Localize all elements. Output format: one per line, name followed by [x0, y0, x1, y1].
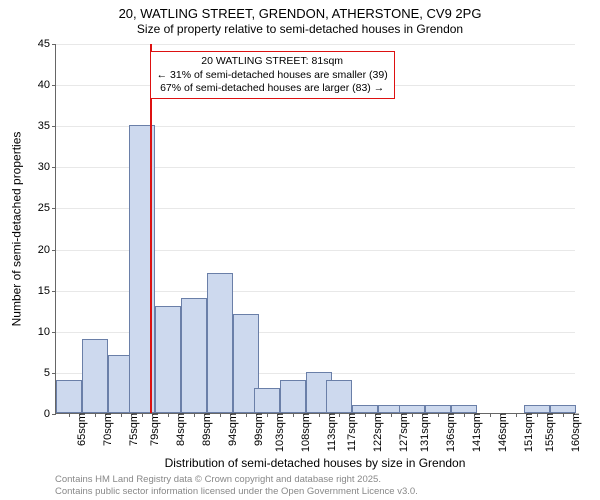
xtick-mark: [464, 413, 465, 417]
histogram-bar: [56, 380, 82, 413]
xtick-mark: [412, 413, 413, 417]
xtick-mark: [121, 413, 122, 417]
histogram-bar: [155, 306, 181, 413]
histogram-bar: [352, 405, 378, 413]
xtick-label: 70sqm: [100, 413, 114, 446]
xtick-label: 117sqm: [344, 413, 358, 451]
ytick-label: 25: [38, 202, 56, 214]
xtick-mark: [563, 413, 564, 417]
ytick-label: 35: [38, 120, 56, 132]
xtick-label: 99sqm: [251, 413, 265, 446]
xtick-label: 131sqm: [417, 413, 431, 452]
histogram-bar: [550, 405, 576, 413]
xtick-mark: [168, 413, 169, 417]
xtick-mark: [319, 413, 320, 417]
xtick-label: 79sqm: [147, 413, 161, 446]
xtick-label: 108sqm: [298, 413, 312, 452]
xtick-mark: [194, 413, 195, 417]
xtick-label: 113sqm: [324, 413, 338, 451]
attribution: Contains HM Land Registry data © Crown c…: [55, 474, 418, 498]
histogram-bar: [425, 405, 451, 413]
gridline: [56, 44, 575, 45]
xtick-mark: [537, 413, 538, 417]
xtick-mark: [246, 413, 247, 417]
xtick-mark: [69, 413, 70, 417]
y-axis-label: Number of semi-detached properties: [8, 44, 24, 414]
xtick-label: 155sqm: [542, 413, 556, 452]
xtick-label: 136sqm: [443, 413, 457, 452]
xtick-label: 146sqm: [495, 413, 509, 452]
xtick-label: 127sqm: [396, 413, 410, 452]
ytick-label: 30: [38, 161, 56, 173]
chart-title: 20, WATLING STREET, GRENDON, ATHERSTONE,…: [0, 6, 600, 21]
histogram-bar: [280, 380, 306, 413]
xtick-mark: [95, 413, 96, 417]
xtick-mark: [293, 413, 294, 417]
ytick-label: 40: [38, 79, 56, 91]
histogram-bar: [524, 405, 550, 413]
xtick-label: 94sqm: [225, 413, 239, 446]
histogram-bar: [326, 380, 352, 413]
xtick-label: 103sqm: [272, 413, 286, 452]
xtick-label: 89sqm: [199, 413, 213, 446]
ytick-label: 5: [44, 367, 56, 379]
histogram-bar: [181, 298, 207, 413]
xtick-mark: [339, 413, 340, 417]
ytick-label: 10: [38, 326, 56, 338]
xtick-mark: [490, 413, 491, 417]
x-axis-label: Distribution of semi-detached houses by …: [55, 456, 575, 470]
xtick-mark: [391, 413, 392, 417]
histogram-bar: [82, 339, 108, 413]
histogram-bar: [451, 405, 477, 413]
chart-subtitle: Size of property relative to semi-detach…: [0, 22, 600, 36]
xtick-mark: [438, 413, 439, 417]
ytick-label: 15: [38, 285, 56, 297]
xtick-mark: [267, 413, 268, 417]
xtick-mark: [220, 413, 221, 417]
xtick-label: 65sqm: [74, 413, 88, 446]
ytick-label: 20: [38, 244, 56, 256]
chart-container: 20, WATLING STREET, GRENDON, ATHERSTONE,…: [0, 0, 600, 500]
annotation-box: 20 WATLING STREET: 81sqm ← 31% of semi-d…: [150, 51, 395, 98]
xtick-label: 141sqm: [469, 413, 483, 452]
histogram-bar: [207, 273, 233, 413]
ytick-label: 0: [44, 408, 56, 420]
histogram-bar: [254, 388, 280, 413]
histogram-bar: [399, 405, 425, 413]
xtick-label: 151sqm: [521, 413, 535, 452]
annotation-line3: 67% of semi-detached houses are larger (…: [157, 82, 388, 95]
reference-line: [150, 44, 152, 413]
plot-area: 05101520253035404565sqm70sqm75sqm79sqm84…: [55, 44, 575, 414]
xtick-label: 122sqm: [370, 413, 384, 452]
xtick-label: 84sqm: [173, 413, 187, 446]
xtick-mark: [142, 413, 143, 417]
annotation-line1: 20 WATLING STREET: 81sqm: [157, 55, 388, 68]
xtick-label: 75sqm: [126, 413, 140, 446]
xtick-label: 160sqm: [568, 413, 582, 452]
annotation-line2: ← 31% of semi-detached houses are smalle…: [157, 69, 388, 82]
xtick-mark: [365, 413, 366, 417]
xtick-mark: [516, 413, 517, 417]
ytick-label: 45: [38, 38, 56, 50]
